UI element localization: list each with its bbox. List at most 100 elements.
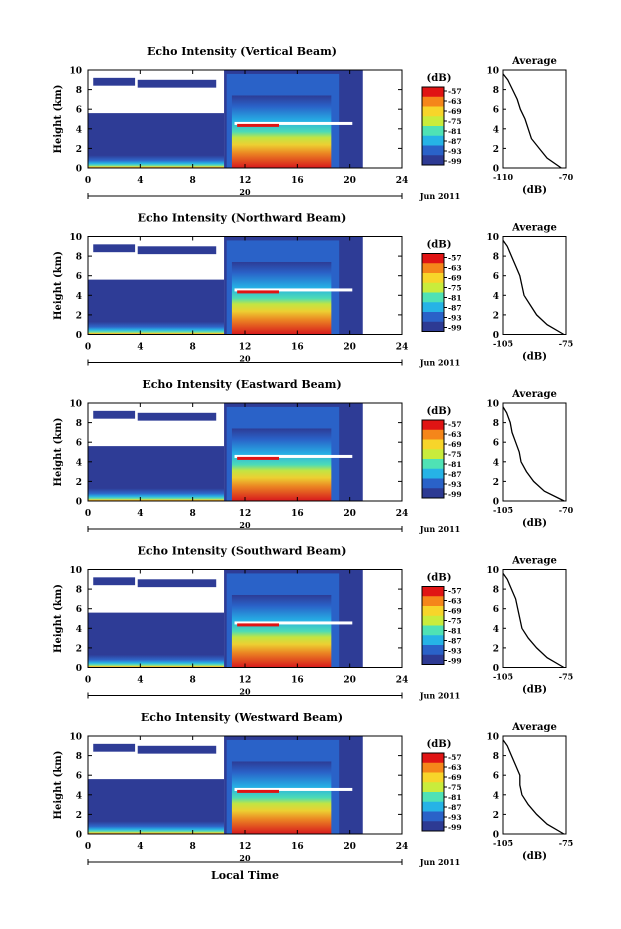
colorbar-tick-label: -57 (448, 753, 462, 762)
x-tick-label: 4 (137, 176, 143, 186)
panel-title: Echo Intensity (Eastward Beam) (142, 378, 341, 391)
y-tick-label: 2 (76, 145, 82, 155)
colorbar-tick-label: -99 (448, 490, 462, 499)
x-tick-label: 24 (396, 676, 409, 686)
colorbar-tick-label: -57 (448, 254, 462, 263)
y-tick-label: 4 (76, 625, 82, 635)
x-tick-label: 0 (85, 343, 91, 353)
day-label: 20 (239, 853, 251, 863)
y-tick-label: 0 (76, 498, 82, 508)
day-label: 20 (239, 354, 251, 364)
panel-vertical-beam: Echo Intensity (Vertical Beam)0246810Hei… (53, 45, 574, 201)
y-tick-label: 2 (76, 644, 82, 654)
average-y-tick-label: 4 (493, 292, 499, 302)
average-x-tick-label: -105 (493, 672, 513, 682)
x-tick-label: 8 (190, 176, 196, 186)
bright-band (234, 288, 353, 292)
colorbar-swatch (422, 155, 444, 166)
colorbar-tick-label: -63 (448, 430, 462, 439)
x-tick-label: 20 (343, 509, 356, 519)
x-tick-label: 20 (343, 176, 356, 186)
average-y-tick-label: 8 (493, 86, 499, 96)
date-label: Jun 2011 (419, 524, 460, 534)
y-axis-label: Height (km) (53, 418, 64, 487)
average-y-tick-label: 8 (493, 586, 499, 596)
colorbar-swatch (422, 135, 444, 146)
upper-clutter (137, 79, 217, 88)
y-tick-label: 8 (76, 586, 82, 596)
y-tick-label: 6 (76, 439, 82, 449)
average-title: Average (511, 389, 557, 400)
colorbar-tick-label: -69 (448, 107, 462, 116)
colorbar-tick-label: -63 (448, 97, 462, 106)
x-tick-label: 8 (190, 676, 196, 686)
y-tick-label: 10 (69, 733, 82, 743)
panel-title: Echo Intensity (Westward Beam) (141, 711, 343, 724)
colorbar-swatch (422, 821, 444, 832)
colorbar-swatch (422, 625, 444, 636)
x-tick-label: 16 (291, 676, 304, 686)
colorbar-swatch (422, 596, 444, 607)
colorbar-tick-label: -57 (448, 587, 462, 596)
average-profile-line (502, 573, 565, 669)
panel-southward-beam: Echo Intensity (Southward Beam)0246810He… (53, 545, 573, 701)
colorbar-tick-label: -69 (448, 274, 462, 283)
y-tick-label: 2 (76, 311, 82, 321)
panel-eastward-beam: Echo Intensity (Eastward Beam) 0 2 4 6 8 10 Hei… (53, 378, 574, 534)
colorbar-tick-label: -81 (448, 793, 462, 802)
average-y-tick-label: 6 (493, 106, 499, 116)
average-y-tick-label: 0 (493, 165, 499, 175)
upper-clutter (93, 410, 136, 419)
colorbar-swatch (422, 87, 444, 98)
x-tick-label: 20 (343, 676, 356, 686)
y-tick-label: 0 (76, 664, 82, 674)
colorbar-tick-label: -69 (448, 440, 462, 449)
y-axis-label: Height (km) (53, 584, 64, 653)
y-tick-label: 10 (69, 233, 82, 243)
average-y-tick-label: 0 (493, 498, 499, 508)
y-tick-label: 4 (76, 791, 82, 801)
y-tick-label: 10 (69, 400, 82, 410)
x-tick-label: 12 (239, 343, 252, 353)
average-profile-line (502, 739, 565, 835)
x-axis-title: Local Time (211, 869, 279, 882)
date-label: Jun 2011 (419, 191, 460, 201)
bright-band (237, 789, 280, 793)
bright-band (237, 290, 280, 294)
x-tick-label: 16 (291, 343, 304, 353)
colorbar-frame (421, 752, 445, 832)
colorbar-tick-label: -93 (448, 813, 462, 822)
average-x-label: (dB) (522, 352, 547, 363)
average-title: Average (511, 556, 557, 567)
colorbar-tick-label: -69 (448, 773, 462, 782)
x-tick-label: 4 (137, 509, 143, 519)
colorbar-tick-label: -81 (448, 127, 462, 136)
average-profile-line (502, 73, 562, 169)
colorbar-tick-label: -87 (448, 637, 462, 646)
average-x-tick-label: -75 (559, 838, 573, 848)
average-x-tick-label: -110 (493, 172, 513, 182)
y-tick-label: 6 (76, 605, 82, 615)
upper-clutter (93, 743, 136, 752)
bright-band (234, 454, 353, 458)
colorbar-tick-label: -63 (448, 264, 462, 273)
colorbar-tick-label: -99 (448, 324, 462, 333)
y-tick-label: 8 (76, 419, 82, 429)
heatmap (88, 569, 363, 668)
y-tick-label: 8 (76, 752, 82, 762)
average-y-tick-label: 6 (493, 772, 499, 782)
surface-echo (88, 821, 225, 834)
average-title: Average (511, 223, 557, 234)
y-axis-label: Height (km) (53, 251, 64, 320)
y-tick-label: 0 (76, 165, 82, 175)
heatmap (88, 403, 363, 501)
heatmap (88, 236, 363, 335)
y-axis-label: Height (km) (53, 85, 64, 154)
average-y-tick-label: 0 (493, 664, 499, 674)
colorbar-swatch (422, 439, 444, 450)
average-y-tick-label: 2 (493, 478, 499, 488)
average-y-tick-label: 10 (486, 733, 499, 743)
colorbar-swatch (422, 449, 444, 460)
colorbar-swatch (422, 801, 444, 812)
